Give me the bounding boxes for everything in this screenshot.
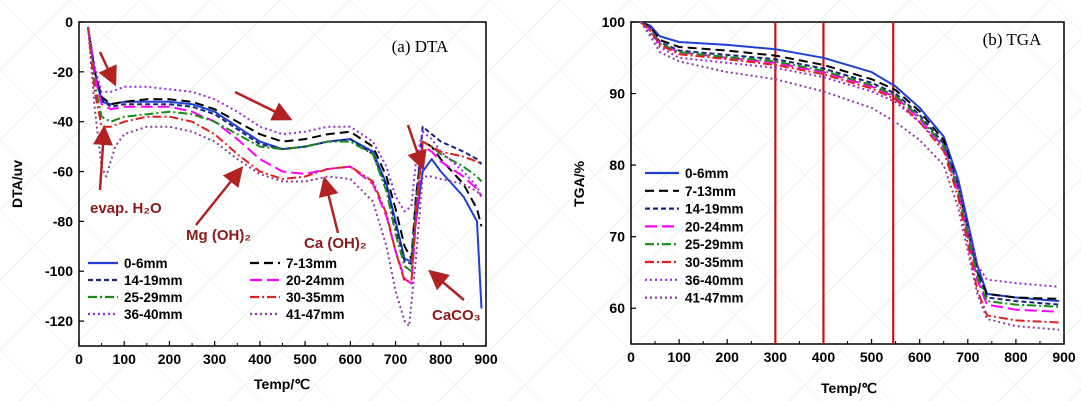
annotation-caco3: CaCO₃ [432, 307, 481, 324]
dta-x-tick-label: 100 [113, 351, 137, 367]
tga-series-14-19mm [640, 21, 1060, 306]
annotation-arrow-peak [406, 124, 427, 171]
tga-x-tick-label: 900 [1052, 349, 1076, 365]
tga-x-tick-label: 700 [956, 349, 980, 365]
annotation-arrow-evap [98, 51, 117, 87]
tga-x-tick-label: 600 [908, 349, 932, 365]
tga-x-tick-label: 200 [716, 349, 740, 365]
dta-y-axis-label: DTA/uv [9, 160, 25, 208]
tga-legend: 0-6mm 7-13mm 14-19mm 20-24mm 25-29mm 30-35mm 3… [645, 166, 744, 306]
tga-y-tick-label: 80 [609, 157, 625, 173]
tga-series-0-6mm [640, 21, 1060, 303]
dta-legend-label: 30-35mm [286, 290, 345, 305]
tga-series-36-40mm [639, 21, 1060, 288]
dta-x-tick-label: 0 [75, 351, 83, 367]
dta-annotations: evap. H₂O Mg (OH)₂ Ca (OH)₂ CaCO₃ [90, 51, 481, 324]
annotation-caoh: Ca (OH)₂ [304, 235, 367, 252]
annotation-mgoh: Mg (OH)₂ [186, 227, 251, 244]
dta-y-tick-label: -80 [53, 213, 73, 229]
dta-legend-label: 25-29mm [124, 290, 183, 305]
tga-panel: 0 100 200 300 400 500 600 700 800 90060708090100 … [571, 14, 1076, 396]
tga-legend-label: 0-6mm [685, 166, 729, 181]
tga-y-tick-label: 90 [609, 86, 625, 102]
dta-x-axis-label: Temp/℃ [254, 376, 310, 392]
dta-x-tick-label: 500 [293, 351, 317, 367]
dta-y-tick-label: -20 [53, 64, 73, 80]
annotation-arrow-mgoh [195, 166, 244, 226]
dta-x-tick-label: 700 [384, 351, 408, 367]
tga-y-tick-label: 60 [609, 300, 625, 316]
dta-legend-label: 7-13mm [286, 256, 337, 271]
tga-x-tick-label: 500 [860, 349, 884, 365]
dta-y-tick-label: -120 [45, 313, 73, 329]
dta-series-41-47mm [87, 26, 483, 328]
tga-legend-label: 36-40mm [685, 273, 744, 288]
tga-x-tick-label: 400 [812, 349, 836, 365]
tga-legend-label: 20-24mm [685, 219, 744, 234]
dta-y-tick-label: -60 [53, 164, 73, 180]
tga-legend-label: 7-13mm [685, 184, 736, 199]
tga-axis-ticks: 0 100 200 300 400 500 600 700 800 900 60 70 80 90 100 [602, 14, 1076, 365]
dta-legend-label: 36-40mm [124, 307, 183, 322]
tga-x-tick-label: 0 [627, 349, 635, 365]
annotation-arrow-trend [234, 90, 293, 121]
tga-series-group [639, 21, 1060, 331]
dta-y-tick-label: -100 [45, 263, 73, 279]
dta-legend-label: 20-24mm [286, 273, 345, 288]
dta-legend-label: 14-19mm [124, 273, 183, 288]
tga-series-30-35mm [639, 21, 1060, 324]
dta-x-tick-label: 200 [158, 351, 182, 367]
tga-y-axis-label: TGA/% [571, 161, 587, 207]
dta-legend-label: 0-6mm [124, 256, 168, 271]
tga-series-20-24mm [640, 21, 1060, 313]
dta-y-tick-label: 0 [65, 14, 73, 30]
dta-series-25-29mm [87, 26, 483, 273]
annotation-arrow-evap-2 [93, 125, 113, 191]
dta-x-tick-label: 300 [203, 351, 227, 367]
annotation-arrow-caco3 [428, 269, 465, 301]
tga-vertical-markers [774, 22, 895, 344]
tga-legend-label: 30-35mm [685, 255, 744, 270]
dta-x-tick-label: 600 [339, 351, 363, 367]
dta-legend: 0-6mm 7-13mm 14-19mm 20-24mm 25-29mm 30-35mm 3… [88, 256, 345, 322]
dta-x-tick-label: 900 [474, 351, 498, 367]
tga-legend-label: 41-47mm [685, 291, 744, 306]
dta-series-30-35mm [87, 26, 482, 283]
tga-x-tick-label: 100 [667, 349, 691, 365]
dta-legend-label: 41-47mm [286, 307, 345, 322]
tga-series-25-29mm [640, 21, 1060, 308]
tga-y-tick-label: 70 [609, 229, 625, 245]
dta-series-group [87, 26, 483, 328]
tga-y-tick-label: 100 [602, 14, 626, 30]
dta-x-tick-label: 400 [248, 351, 272, 367]
tga-x-tick-label: 800 [1004, 349, 1028, 365]
tga-series-41-47mm [639, 21, 1060, 331]
tga-legend-label: 25-29mm [685, 237, 744, 252]
dta-panel: 0 100 200 300 400 500 600 700 800 900 0 -20 -40 -60 -8… [9, 14, 498, 392]
tga-x-tick-label: 300 [764, 349, 788, 365]
annotation-evap: evap. H₂O [90, 200, 162, 217]
dta-y-tick-label: -40 [53, 114, 73, 130]
tga-legend-label: 14-19mm [685, 202, 744, 217]
dta-title: (a) DTA [392, 37, 449, 56]
dta-axis-ticks: 0 100 200 300 400 500 600 700 800 900 0 -20 -40 -60 -8… [45, 14, 498, 367]
annotation-arrow-caoh [318, 176, 340, 234]
tga-x-axis-label: Temp/℃ [821, 380, 877, 396]
dta-x-tick-label: 800 [429, 351, 453, 367]
dta-series-7-13mm [87, 26, 483, 260]
tga-title: (b) TGA [983, 30, 1042, 49]
